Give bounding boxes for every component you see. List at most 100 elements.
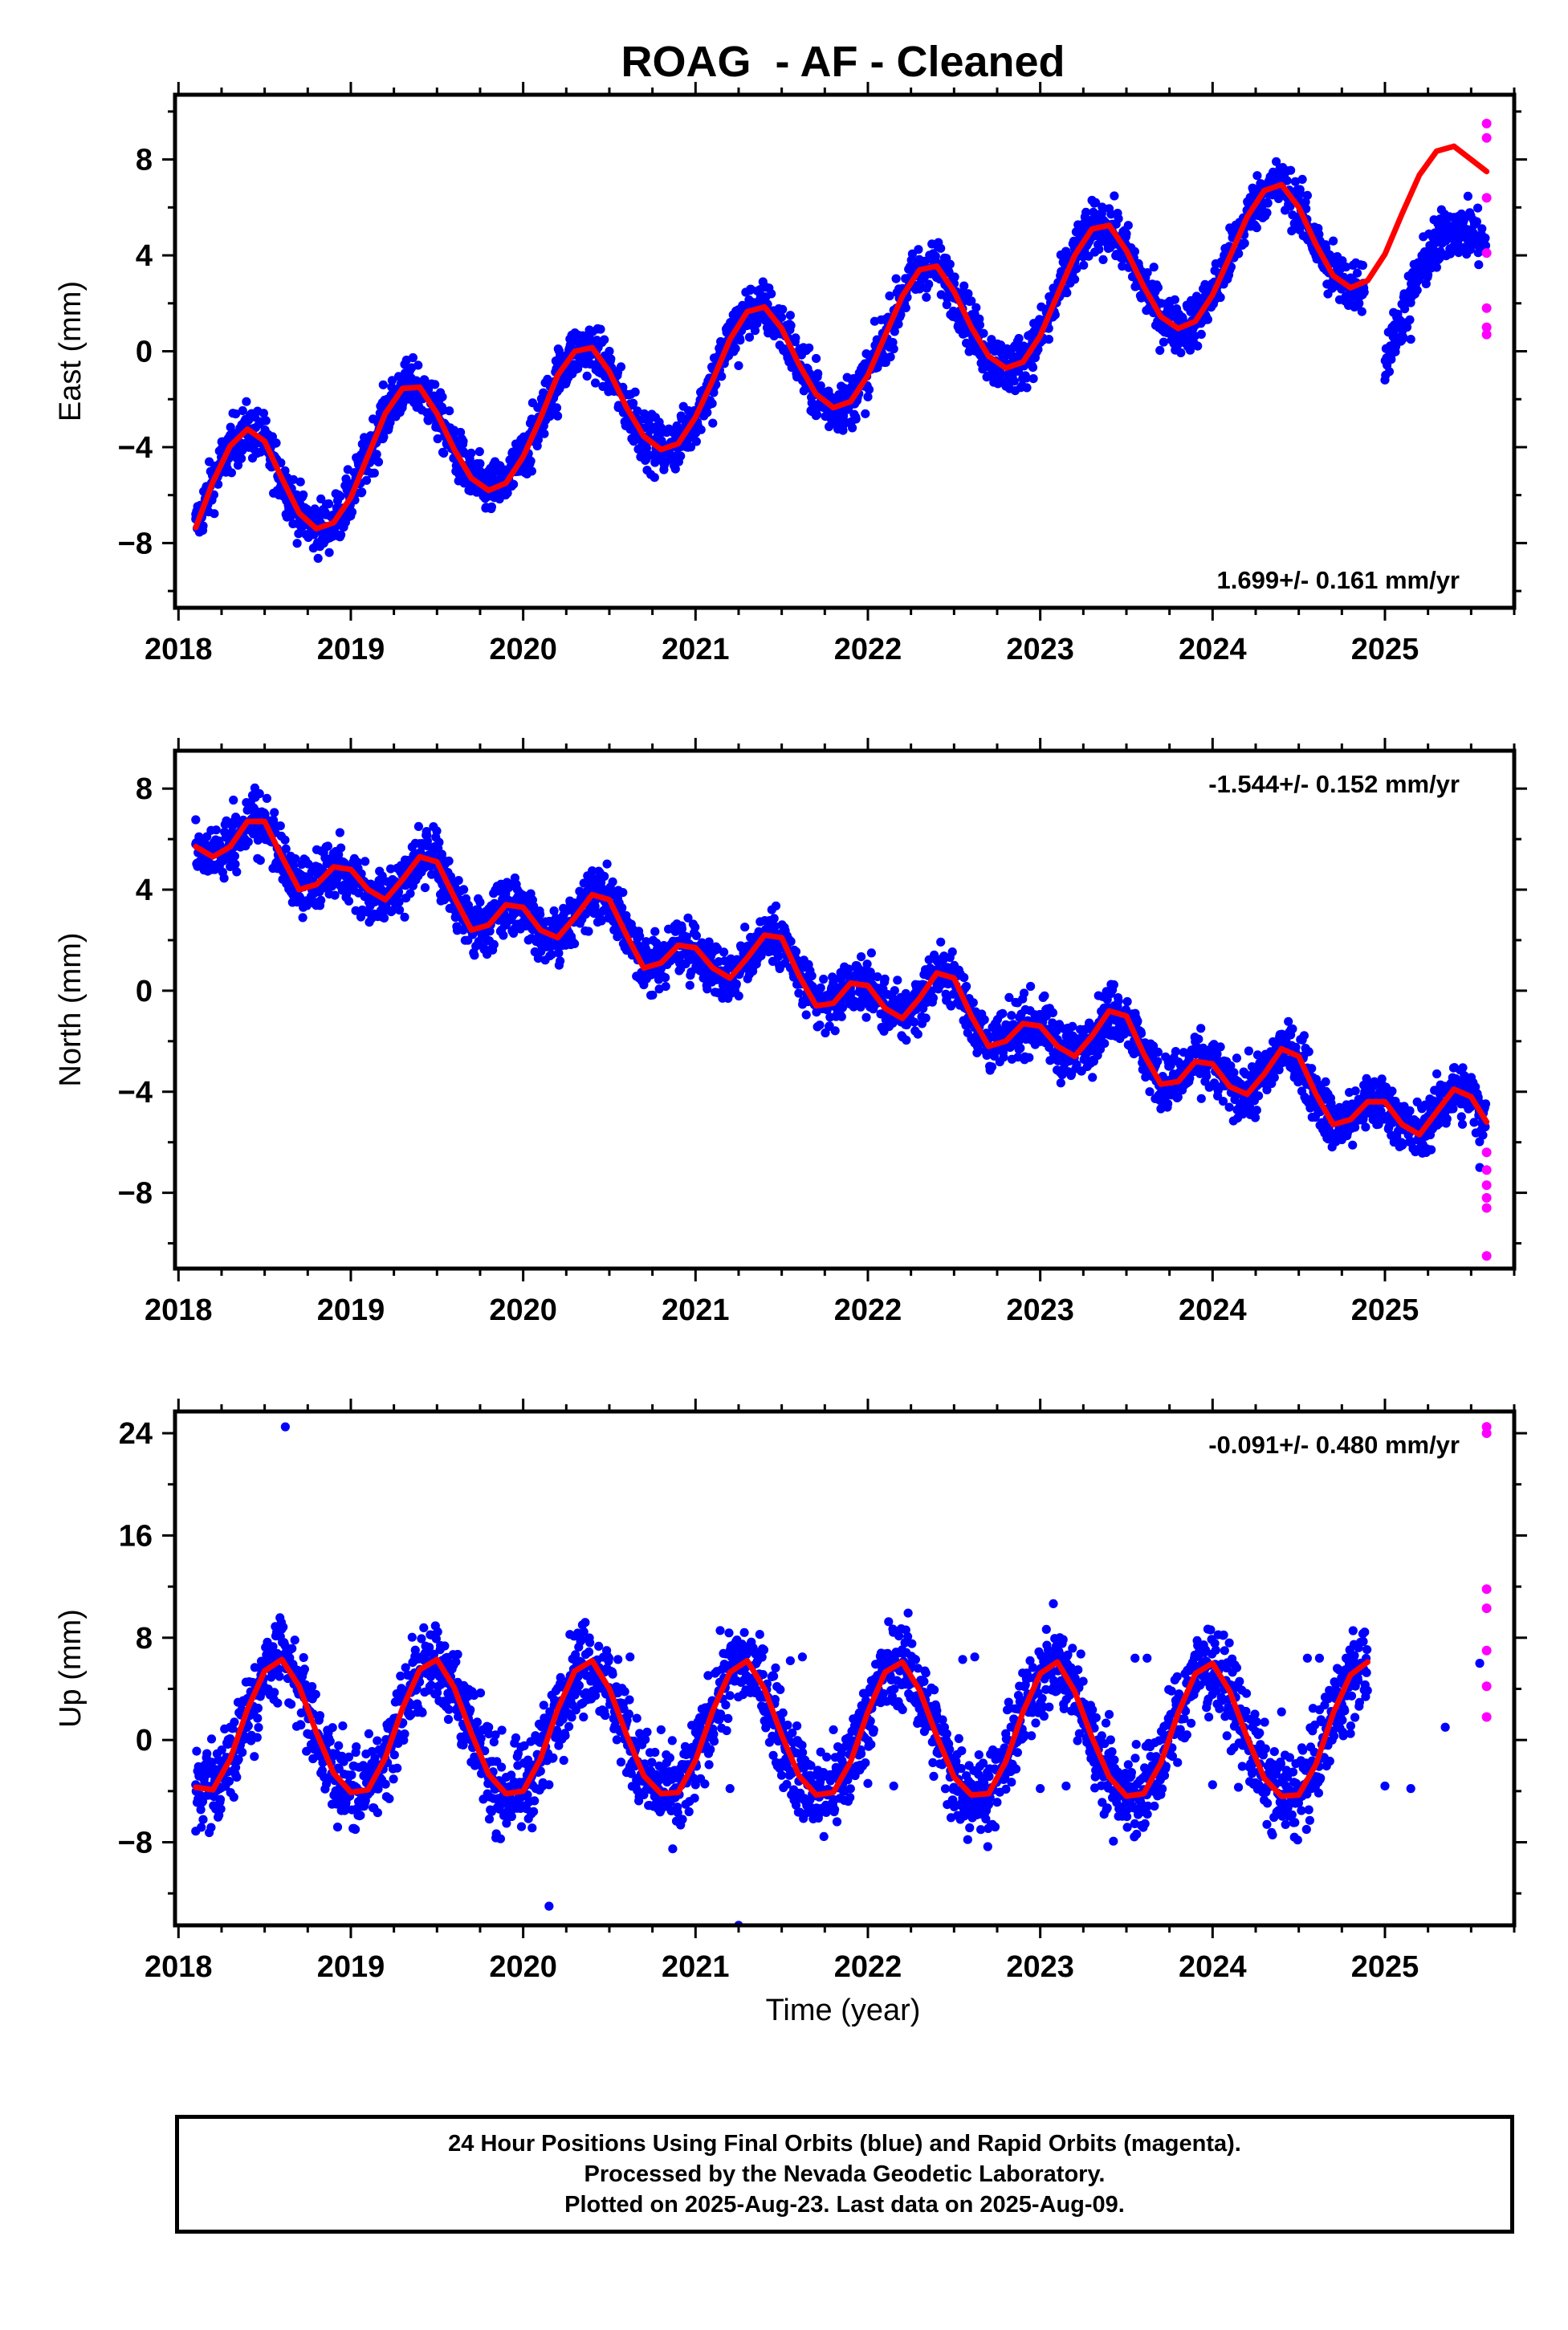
final-orbit-point — [454, 876, 463, 886]
final-orbit-point — [707, 399, 717, 409]
final-orbit-point — [1252, 171, 1262, 181]
final-orbit-point — [292, 539, 302, 548]
final-orbit-point — [731, 344, 740, 353]
y-tick-label: −8 — [118, 527, 153, 560]
final-orbit-point — [536, 910, 545, 919]
final-orbit-point — [288, 861, 299, 870]
final-orbit-point — [890, 986, 899, 996]
final-orbit-point — [894, 320, 903, 329]
final-orbit-point — [1166, 1061, 1175, 1070]
final-orbit-point — [1185, 345, 1195, 355]
final-orbit-point — [291, 854, 300, 864]
final-orbit-point — [940, 260, 951, 270]
final-orbit-point — [430, 380, 440, 389]
final-orbit-point — [1155, 345, 1165, 355]
final-orbit-point — [641, 443, 652, 453]
final-orbit-point — [902, 1035, 911, 1045]
final-orbit-point — [1062, 288, 1072, 298]
final-orbit-point — [378, 380, 388, 389]
final-orbit-point — [979, 1015, 989, 1024]
final-orbit-point — [579, 358, 589, 369]
final-orbit-point — [386, 864, 396, 874]
final-orbit-point — [947, 947, 957, 957]
final-orbit-point — [1136, 1029, 1146, 1038]
final-orbit-point — [439, 448, 449, 458]
final-orbit-point — [1380, 375, 1390, 385]
velocity-annotation: 1.699+/- 0.161 mm/yr — [1217, 566, 1460, 594]
final-orbit-point — [942, 299, 951, 310]
final-orbit-point — [1153, 1057, 1163, 1066]
final-orbit-point — [630, 387, 640, 397]
final-orbit-point — [661, 973, 670, 983]
final-orbit-point — [444, 856, 454, 866]
final-orbit-point — [280, 835, 290, 845]
final-orbit-point — [1477, 224, 1487, 234]
final-orbit-point — [1352, 268, 1362, 278]
final-orbit-point — [1297, 174, 1307, 184]
final-orbit-point — [979, 328, 988, 338]
final-orbit-point — [924, 279, 934, 289]
final-orbit-point — [387, 376, 397, 385]
final-orbit-point — [1405, 315, 1415, 324]
final-orbit-point — [770, 922, 780, 931]
final-orbit-point — [635, 931, 645, 941]
final-orbit-point — [910, 1017, 919, 1027]
final-orbit-point — [1004, 992, 1014, 1002]
final-orbit-point — [1357, 307, 1366, 316]
final-orbit-point — [1399, 333, 1408, 343]
final-orbit-point — [1123, 221, 1133, 230]
final-orbit-point — [734, 991, 743, 1001]
final-orbit-point — [420, 883, 430, 893]
final-orbit-point — [323, 841, 332, 851]
plot-frame — [173, 92, 1517, 610]
final-orbit-point — [408, 352, 417, 363]
final-orbit-point — [735, 336, 745, 345]
final-orbit-point — [921, 1013, 931, 1023]
final-orbit-point — [1088, 1073, 1098, 1082]
final-orbit-point — [475, 898, 485, 907]
final-orbit-point — [696, 425, 706, 434]
final-orbit-point — [1159, 337, 1168, 347]
final-orbit-point — [837, 1012, 846, 1021]
final-orbit-point — [1472, 217, 1481, 226]
final-orbit-point — [379, 913, 389, 923]
final-orbit-point — [1170, 295, 1179, 304]
final-orbit-point — [962, 981, 971, 992]
final-orbit-point — [588, 866, 597, 876]
final-orbit-point — [605, 346, 614, 356]
final-orbit-point — [336, 530, 346, 540]
final-orbit-point — [232, 867, 242, 877]
final-orbit-point — [717, 372, 727, 381]
final-orbit-point — [1400, 304, 1410, 314]
final-orbit-point — [816, 983, 825, 992]
final-orbit-point — [1457, 212, 1468, 222]
final-orbit-point — [1272, 157, 1281, 166]
final-orbit-point — [357, 487, 367, 497]
final-orbit-point — [971, 303, 981, 312]
final-orbit-point — [529, 902, 539, 911]
final-orbit-point — [1122, 229, 1131, 238]
final-orbit-point — [211, 825, 221, 835]
final-orbit-point — [1114, 996, 1123, 1006]
final-orbit-point — [807, 971, 817, 980]
final-orbit-point — [1354, 299, 1364, 308]
final-orbit-point — [570, 939, 580, 948]
final-orbit-point — [838, 426, 848, 435]
final-orbit-point — [942, 993, 951, 1003]
final-orbit-point — [866, 948, 876, 958]
plot-area — [191, 783, 1492, 1261]
final-orbit-point — [487, 502, 497, 511]
final-orbit-point — [1286, 165, 1296, 175]
final-orbit-point — [1475, 231, 1485, 241]
final-orbit-point — [862, 959, 872, 969]
final-orbit-point — [950, 272, 959, 282]
final-orbit-point — [1199, 316, 1209, 325]
final-orbit-point — [691, 931, 702, 940]
final-orbit-point — [606, 354, 616, 364]
final-orbit-point — [475, 458, 485, 469]
final-orbit-point — [554, 948, 564, 958]
final-orbit-point — [341, 474, 351, 484]
final-orbit-point — [299, 490, 308, 499]
final-orbit-point — [346, 507, 356, 517]
x-tick-label: 2022 — [834, 633, 902, 666]
